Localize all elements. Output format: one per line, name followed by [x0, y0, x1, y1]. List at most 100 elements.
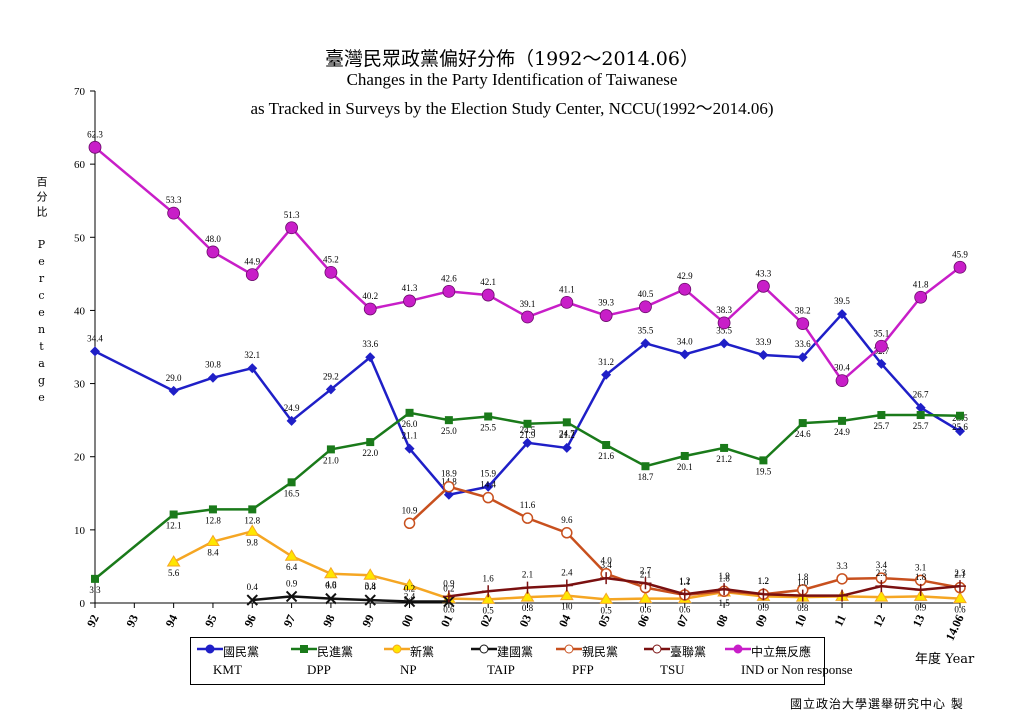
data-point-kmt	[719, 338, 730, 349]
legend-label-en: TSU	[660, 662, 685, 677]
legend-label-zh: 建國黨	[497, 645, 534, 659]
data-label: 0.4	[247, 582, 259, 592]
data-point-ind	[599, 309, 613, 322]
data-point-np	[166, 555, 181, 567]
data-point-kmt	[483, 481, 494, 492]
data-point-tsu	[639, 577, 652, 590]
data-label: 9.6	[561, 515, 573, 525]
data-point-dpp	[287, 478, 296, 487]
data-point-pfp	[482, 491, 494, 504]
data-point-pfp	[836, 573, 848, 585]
data-label: 38.2	[795, 306, 811, 316]
data-label: 25.7	[913, 421, 929, 431]
data-point-np	[284, 549, 299, 561]
legend-label-en: DPP	[307, 662, 331, 677]
data-point-ind	[324, 265, 338, 279]
data-point-ind	[521, 310, 534, 324]
legend-swatch-marker	[300, 645, 308, 653]
data-point-pfp	[561, 527, 573, 539]
data-label: 12.1	[166, 520, 182, 530]
data-label: 24.9	[284, 403, 300, 413]
data-label: 43.3	[756, 268, 772, 278]
data-label: 0.9	[286, 578, 298, 588]
data-point-kmt	[168, 385, 179, 396]
legend-swatch	[556, 644, 582, 654]
x-tick-label: 04	[556, 612, 574, 629]
legend-swatch	[471, 644, 497, 654]
data-point-tsu	[875, 580, 888, 593]
data-label: 29.0	[166, 373, 182, 383]
data-point-tsu	[678, 588, 691, 601]
data-label: 42.1	[480, 277, 496, 287]
legend-label-en: PFP	[572, 662, 594, 677]
data-point-ind	[953, 260, 967, 274]
legend-swatch-marker	[205, 644, 215, 654]
data-point-kmt	[325, 384, 336, 395]
legend-swatch	[725, 644, 751, 654]
data-point-kmt	[522, 437, 533, 448]
data-point-kmt	[443, 489, 454, 500]
x-tick-label: 92	[84, 612, 102, 629]
data-label: 42.6	[441, 273, 457, 283]
data-label: 21.2	[716, 454, 732, 464]
data-label: 33.9	[756, 337, 772, 347]
data-label: 31.2	[598, 357, 614, 367]
data-label: 24.5	[520, 425, 536, 435]
x-tick-label: 96	[241, 612, 259, 629]
data-point-ind	[206, 245, 220, 259]
data-point-np	[559, 588, 574, 601]
legend-label-en: TAIP	[487, 662, 515, 677]
legend-label-zh: 新黨	[410, 645, 435, 659]
data-point-dpp	[444, 416, 453, 425]
x-tick-label: 10	[792, 612, 810, 629]
data-label: 25.7	[873, 421, 889, 431]
x-tick-label: 95	[202, 612, 220, 629]
legend-label-en: IND or Non response	[741, 662, 853, 677]
y-tick-label: 0	[80, 598, 86, 610]
data-point-taip	[325, 592, 337, 605]
data-label: 2.3	[954, 568, 966, 578]
data-point-tsu	[560, 579, 573, 592]
data-point-ind	[835, 374, 849, 388]
data-label: 0.6	[443, 605, 455, 615]
data-label: 8.4	[207, 548, 219, 558]
y-tick-label: 40	[74, 305, 86, 317]
data-point-ind	[678, 282, 692, 296]
data-point-ind	[403, 294, 416, 308]
legend-swatch-marker	[733, 644, 743, 654]
data-label: 33.6	[795, 339, 811, 349]
series-line-taip	[252, 595, 449, 603]
data-label: 5.6	[168, 568, 180, 578]
data-point-kmt	[247, 363, 258, 374]
data-label: 1.2	[758, 576, 769, 586]
data-label: 24.7	[559, 428, 575, 438]
legend-swatch-marker	[479, 644, 489, 654]
x-tick-label: 09	[752, 612, 770, 629]
data-point-kmt	[797, 352, 808, 363]
x-tick-label: 98	[320, 612, 338, 629]
data-point-dpp	[798, 419, 807, 428]
data-label: 2.4	[561, 567, 573, 577]
data-label: 1.0	[797, 578, 809, 588]
data-label: 1.6	[718, 573, 730, 583]
data-label: 22.0	[362, 448, 378, 458]
data-point-taip	[403, 595, 416, 608]
data-point-dpp	[484, 412, 493, 421]
data-label: 3.4	[876, 560, 888, 570]
data-label: 11.6	[520, 500, 536, 510]
data-point-kmt	[601, 369, 612, 380]
data-point-kmt	[955, 426, 965, 437]
data-point-tsu	[796, 589, 809, 602]
data-label: 21.1	[402, 431, 418, 441]
data-point-np	[324, 566, 338, 579]
data-point-kmt	[640, 338, 651, 349]
data-label: 41.1	[559, 284, 575, 294]
data-label: 0.8	[522, 603, 534, 613]
data-label: 21.0	[323, 455, 339, 465]
data-point-dpp	[91, 574, 99, 583]
data-label: 21.9	[520, 430, 536, 440]
data-point-dpp	[956, 411, 964, 420]
data-point-tsu	[954, 580, 966, 593]
data-point-kmt	[837, 309, 848, 320]
data-point-pfp	[443, 480, 455, 493]
